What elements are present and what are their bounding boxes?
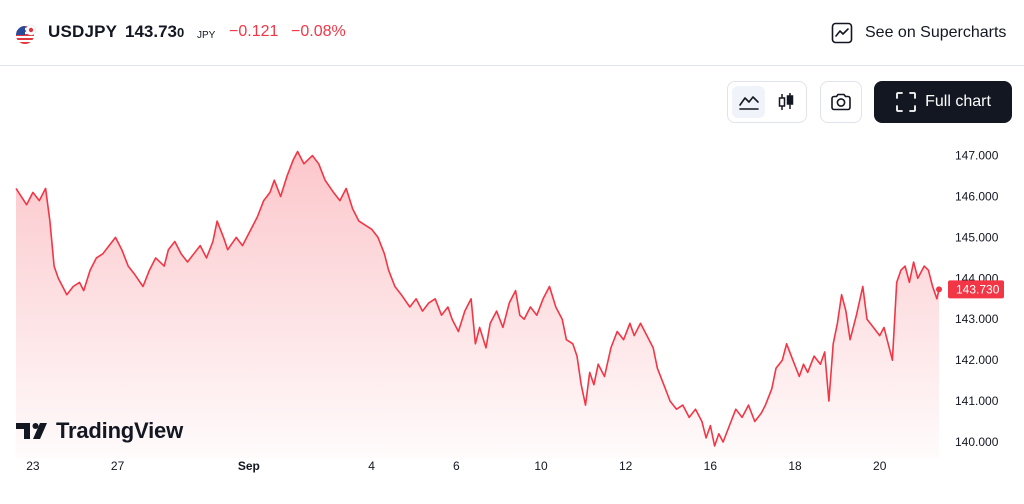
last-price-label: 143.730 [948,280,1004,299]
last-price-label-text: 143.730 [956,282,1000,296]
price-change: −0.121 [229,23,279,40]
candles-chart-button[interactable] [769,86,802,118]
y-tick-label: 143.000 [955,312,999,326]
x-tick-label: 27 [111,459,125,473]
chart-type-switcher [727,81,807,123]
y-tick-label: 146.000 [955,190,999,204]
see-on-supercharts-link[interactable]: See on Supercharts [831,20,1006,46]
candlestick-icon [778,93,793,110]
y-tick-label: 147.000 [955,149,999,163]
x-tick-label: 10 [534,459,548,473]
us-jp-flag-icon [16,24,36,44]
x-tick-label: 20 [873,459,887,473]
currency-label: JPY [197,30,216,41]
price-axis: 140.000141.000142.000143.000144.000145.0… [955,149,999,449]
symbol-name[interactable]: USDJPY [48,22,118,41]
last-price-dot [936,286,942,293]
chart-window-icon [831,22,853,44]
supercharts-label: See on Supercharts [865,24,1007,41]
tradingview-wordmark: TradingView [56,418,183,443]
full-chart-button[interactable]: Full chart [874,81,1012,123]
y-tick-label: 141.000 [955,394,999,408]
y-tick-label: 140.000 [955,435,999,449]
last-price: 143.730 [125,22,184,42]
price-tail-digit: 0 [177,25,185,40]
symbol-header: USDJPY 143.730 JPY −0.121 −0.08% See on … [0,0,1024,66]
tradingview-logo[interactable]: TradingView [16,418,183,444]
full-chart-label: Full chart [925,93,991,110]
x-tick-label: 6 [453,459,460,473]
price-series-line [15,150,940,447]
x-tick-label: Sep [238,459,260,473]
time-axis: 23 27 Sep 4 6 10 12 16 18 20 [26,459,886,473]
snapshot-button[interactable] [820,81,862,123]
x-tick-label: 23 [26,459,40,473]
y-tick-label: 145.000 [955,230,999,244]
area-chart-icon [738,96,759,110]
area-chart-button[interactable] [732,86,765,118]
expand-icon [896,92,916,112]
price-change-percent: −0.08% [291,23,346,40]
x-tick-label: 4 [368,459,375,473]
price-main: 143.73 [125,22,177,41]
y-tick-label: 142.000 [955,353,999,367]
x-tick-label: 12 [619,459,633,473]
camera-icon [831,93,851,111]
price-area-fill [16,151,939,458]
tradingview-logo-icon [16,423,47,439]
x-tick-label: 16 [704,459,718,473]
x-tick-label: 18 [788,459,802,473]
